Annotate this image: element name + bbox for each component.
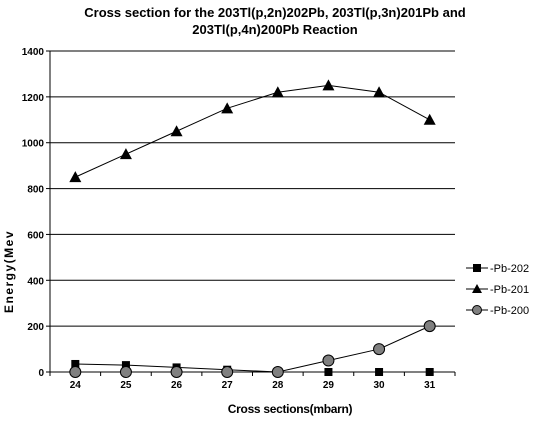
data-point-circle bbox=[423, 320, 436, 333]
data-point-triangle bbox=[119, 148, 132, 160]
x-tick-label: 27 bbox=[222, 380, 234, 391]
legend-marker-triangle bbox=[472, 284, 482, 293]
y-tick-labels: 0 200 400 600 800 1000 1200 1400 bbox=[22, 47, 45, 379]
series-line bbox=[75, 325, 430, 373]
data-point-square bbox=[324, 368, 333, 376]
data-point-circle bbox=[322, 354, 335, 367]
x-tick-label: 29 bbox=[323, 380, 335, 391]
legend-label: -Pb-200 bbox=[490, 305, 529, 317]
legend-marker-circle bbox=[472, 305, 482, 315]
legend-item: -Pb-201 bbox=[466, 284, 529, 296]
series-line bbox=[75, 84, 430, 178]
y-tick-label: 1400 bbox=[22, 47, 45, 58]
y-tick-label: 0 bbox=[38, 368, 44, 379]
y-tick-label: 1200 bbox=[22, 93, 45, 104]
series-group bbox=[69, 79, 436, 378]
y-tick-label: 1000 bbox=[22, 139, 45, 150]
y-tick-label: 200 bbox=[27, 322, 44, 333]
y-axis-label: Energy(Mev bbox=[2, 229, 16, 313]
chart-title-line2: 203Tl(p,4n)200Pb Reaction bbox=[192, 22, 358, 37]
y-tick-label: 600 bbox=[27, 230, 44, 241]
data-point-triangle bbox=[69, 171, 82, 183]
legend-item: -Pb-200 bbox=[466, 305, 529, 317]
data-point-square bbox=[71, 359, 80, 368]
x-axis-label: Cross sections(mbarn) bbox=[227, 402, 353, 416]
data-point-circle bbox=[373, 343, 386, 356]
x-tick-label: 30 bbox=[374, 380, 386, 391]
data-point-square bbox=[375, 368, 384, 376]
x-tick-labels: 24 25 26 27 28 29 30 31 bbox=[70, 380, 436, 391]
grid-lines bbox=[50, 50, 455, 327]
series-pb-200 bbox=[69, 320, 436, 378]
data-point-triangle bbox=[423, 113, 436, 125]
data-point-square bbox=[425, 368, 434, 376]
legend-label: -Pb-201 bbox=[490, 284, 529, 296]
legend-item: -Pb-202 bbox=[466, 263, 529, 275]
data-point-triangle bbox=[373, 86, 386, 98]
data-point-triangle bbox=[322, 79, 335, 91]
chart-title-line1: Cross section for the 203Tl(p,2n)202Pb, … bbox=[84, 5, 466, 20]
series-pb-201 bbox=[69, 79, 436, 183]
y-tick-label: 400 bbox=[27, 276, 44, 287]
data-point-circle bbox=[170, 366, 183, 378]
x-tick-label: 24 bbox=[70, 380, 82, 391]
x-tick-label: 28 bbox=[272, 380, 284, 391]
data-point-circle bbox=[271, 366, 284, 378]
legend-label: -Pb-202 bbox=[490, 263, 529, 275]
x-tick-label: 31 bbox=[424, 380, 436, 391]
series-line bbox=[75, 363, 430, 373]
data-point-triangle bbox=[170, 125, 183, 137]
data-point-circle bbox=[69, 366, 82, 378]
legend: -Pb-202 -Pb-201 -Pb-200 bbox=[466, 263, 529, 317]
legend-marker-square bbox=[473, 264, 481, 272]
data-point-square bbox=[121, 361, 130, 370]
x-tick-label: 26 bbox=[171, 380, 183, 391]
data-point-circle bbox=[221, 366, 234, 378]
data-point-circle bbox=[119, 366, 132, 378]
data-point-triangle bbox=[271, 86, 284, 98]
x-tick-label: 25 bbox=[120, 380, 132, 391]
data-point-triangle bbox=[221, 102, 234, 114]
y-tick-label: 800 bbox=[27, 185, 44, 196]
